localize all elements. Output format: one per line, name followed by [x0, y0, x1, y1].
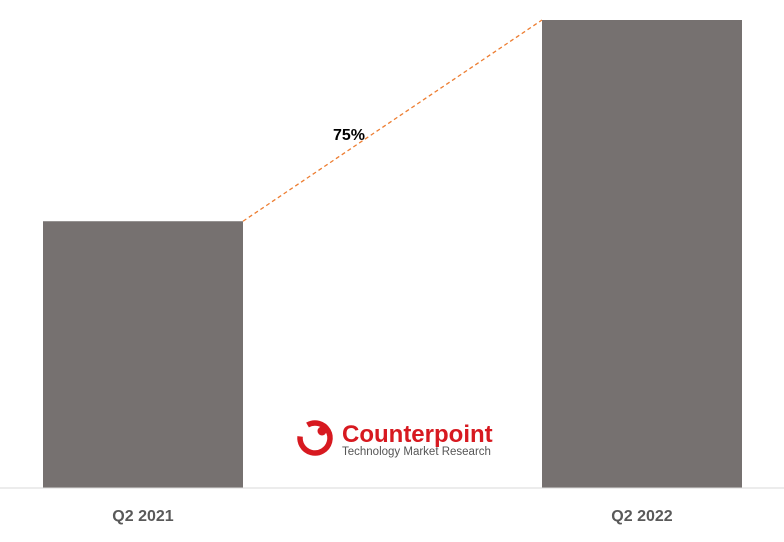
- counterpoint-logo: Counterpoint Technology Market Research: [297, 420, 493, 458]
- counterpoint-logo-icon: [297, 420, 333, 456]
- x-tick-labels: Q2 2021 Q2 2022: [112, 508, 672, 525]
- growth-connector-line: [242, 19, 543, 222]
- x-tick-label: Q2 2022: [611, 508, 672, 525]
- x-tick-label: Q2 2021: [112, 508, 173, 525]
- growth-label: 75%: [333, 127, 365, 144]
- bar-q2-2021: [43, 221, 243, 489]
- bar-q2-2022: [542, 20, 742, 488]
- bars-group: [43, 20, 742, 489]
- logo-tagline: Technology Market Research: [342, 446, 491, 458]
- logo-name: Counterpoint: [342, 421, 493, 448]
